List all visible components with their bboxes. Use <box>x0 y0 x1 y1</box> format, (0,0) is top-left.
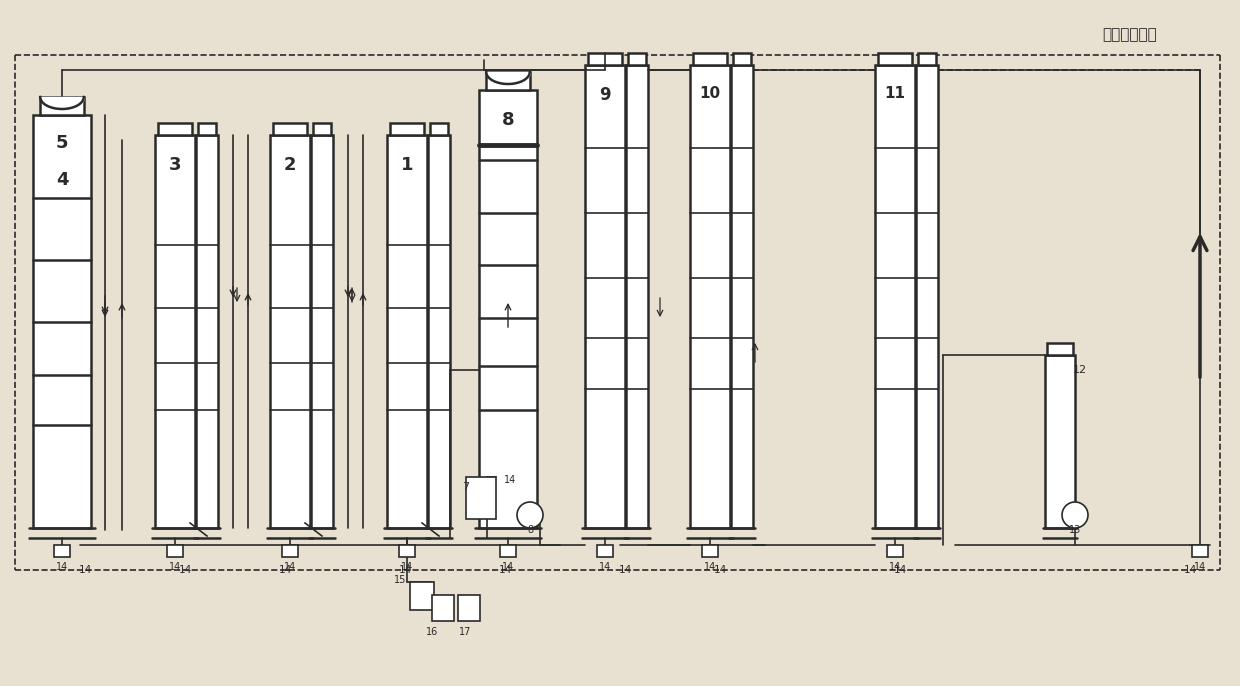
Bar <box>55 545 69 557</box>
Bar <box>273 123 308 135</box>
Bar <box>167 545 184 557</box>
Text: 14: 14 <box>179 565 192 575</box>
Text: 10: 10 <box>699 86 720 101</box>
Text: 14: 14 <box>1183 565 1197 575</box>
Bar <box>627 53 646 65</box>
Bar <box>312 123 331 135</box>
Bar <box>596 545 613 557</box>
Bar <box>281 545 298 557</box>
Text: 9: 9 <box>599 86 611 104</box>
Bar <box>875 65 915 528</box>
Bar <box>197 123 216 135</box>
Text: 14: 14 <box>401 562 413 572</box>
Text: 4: 4 <box>56 171 68 189</box>
Bar <box>391 123 424 135</box>
Text: 1: 1 <box>401 156 413 174</box>
Bar <box>1192 545 1208 557</box>
Text: 14: 14 <box>889 562 901 572</box>
Text: 14: 14 <box>278 565 291 575</box>
Circle shape <box>517 502 543 528</box>
Bar <box>1045 355 1075 528</box>
Bar <box>887 545 903 557</box>
Bar <box>399 545 415 557</box>
Text: 14: 14 <box>78 565 92 575</box>
Circle shape <box>1061 502 1087 528</box>
Bar <box>155 135 195 528</box>
Bar <box>157 123 192 135</box>
Bar <box>1048 343 1073 355</box>
Text: 17: 17 <box>459 627 471 637</box>
Text: 5: 5 <box>56 134 68 152</box>
Text: 3: 3 <box>169 156 181 174</box>
Text: 14: 14 <box>502 562 515 572</box>
Bar <box>585 65 625 528</box>
Bar <box>466 477 496 519</box>
Bar <box>311 135 334 528</box>
Text: 14: 14 <box>704 562 717 572</box>
Bar <box>270 135 310 528</box>
Text: 14: 14 <box>599 562 611 572</box>
Text: 14: 14 <box>169 562 181 572</box>
Bar <box>40 97 84 115</box>
Text: 8: 8 <box>502 111 515 129</box>
Text: 11: 11 <box>884 86 905 101</box>
Bar <box>702 545 718 557</box>
Bar <box>432 595 454 621</box>
Bar <box>918 53 936 65</box>
Bar <box>732 65 753 528</box>
Bar <box>626 65 649 528</box>
Bar <box>428 135 450 528</box>
Text: 8: 8 <box>527 525 533 535</box>
Text: 15: 15 <box>394 575 407 585</box>
Text: 14: 14 <box>498 565 512 575</box>
Bar <box>33 115 91 528</box>
Text: 14: 14 <box>713 565 727 575</box>
Bar <box>689 65 730 528</box>
Text: 7: 7 <box>463 482 470 492</box>
Text: 14: 14 <box>503 475 516 485</box>
Bar <box>410 582 434 610</box>
Text: 14: 14 <box>56 562 68 572</box>
Text: 16: 16 <box>425 627 438 637</box>
Bar <box>733 53 751 65</box>
Text: 13: 13 <box>1069 525 1081 535</box>
Text: 14: 14 <box>398 565 412 575</box>
Bar <box>479 90 537 528</box>
Text: 12: 12 <box>1073 365 1087 375</box>
Text: 14: 14 <box>619 565 631 575</box>
Bar <box>387 135 427 528</box>
Text: 14: 14 <box>893 565 906 575</box>
Text: 14: 14 <box>1194 562 1207 572</box>
Bar <box>916 65 937 528</box>
Bar <box>486 72 529 90</box>
Text: 热分解气管图: 热分解气管图 <box>1102 27 1157 43</box>
Bar <box>878 53 911 65</box>
Text: 2: 2 <box>284 156 296 174</box>
Bar <box>196 135 218 528</box>
Bar <box>458 595 480 621</box>
Bar <box>693 53 727 65</box>
Bar <box>588 53 622 65</box>
Bar <box>429 123 449 135</box>
Bar <box>500 545 516 557</box>
Text: 14: 14 <box>284 562 296 572</box>
